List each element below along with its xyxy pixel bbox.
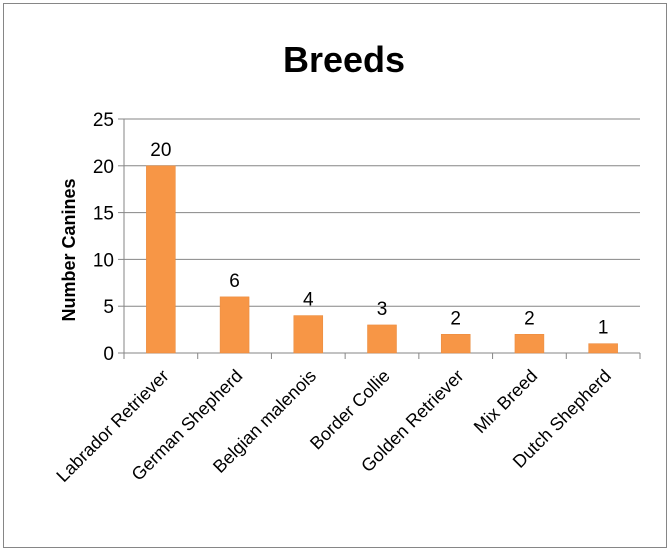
- x-category-label: Mix Breed: [470, 366, 541, 437]
- bar: [514, 334, 545, 354]
- bar: [367, 324, 397, 354]
- y-tick-label: 10: [93, 250, 114, 271]
- data-label: 6: [229, 271, 240, 292]
- bar: [440, 334, 471, 354]
- bars: [146, 165, 618, 354]
- gridlines: [124, 118, 640, 307]
- data-labels: 20 6 4 3 2 2 1: [150, 140, 608, 339]
- y-axis-title: Number Canines: [59, 178, 79, 321]
- data-label: 4: [303, 290, 314, 311]
- y-tick-labels: 0 5 10 15 20 25: [93, 110, 114, 365]
- chart-frame: Breeds Number Canines 0 5 10 15 20 25 20 6 4 3 2 2…: [3, 3, 667, 548]
- data-label: 20: [150, 140, 171, 161]
- bar: [293, 315, 324, 354]
- bar: [146, 165, 176, 354]
- y-tick-label: 5: [103, 297, 114, 318]
- axes: [118, 118, 641, 359]
- y-tick-label: 0: [103, 344, 114, 365]
- y-tick-label: 25: [93, 110, 114, 131]
- bar: [219, 296, 250, 354]
- y-tick-label: 20: [93, 157, 114, 178]
- data-label: 1: [598, 318, 609, 339]
- chart-title: Breeds: [283, 39, 405, 80]
- data-label: 2: [450, 308, 461, 329]
- data-label: 2: [524, 308, 535, 329]
- data-label: 3: [377, 299, 388, 320]
- bar: [588, 343, 618, 354]
- y-tick-label: 15: [93, 204, 114, 225]
